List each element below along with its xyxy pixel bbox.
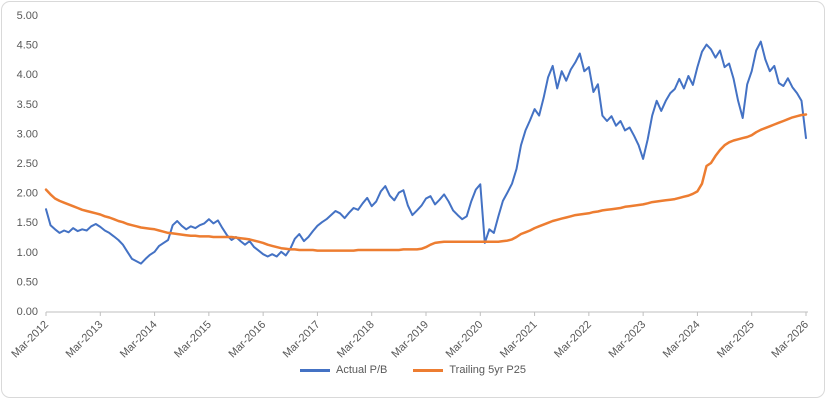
x-axis-tick-label: Mar-2014 bbox=[118, 319, 160, 361]
x-axis-tick-label: Mar-2026 bbox=[769, 319, 811, 361]
x-axis-tick-label: Mar-2019 bbox=[389, 319, 431, 361]
x-axis-tick-label: Mar-2017 bbox=[281, 319, 323, 361]
actual-pb-line bbox=[45, 40, 807, 265]
y-axis-tick-label: 1.50 bbox=[17, 217, 38, 229]
y-axis-tick-label: 2.00 bbox=[17, 188, 38, 200]
legend-line-swatch bbox=[413, 368, 444, 372]
legend-item-actual-pb: Actual P/B bbox=[300, 364, 387, 376]
x-axis-tick-label: Mar-2015 bbox=[172, 319, 214, 361]
y-axis-tick-label: 3.50 bbox=[17, 99, 38, 111]
y-axis-tick-label: 5.00 bbox=[17, 10, 38, 22]
x-axis-tick-label: Mar-2018 bbox=[335, 319, 377, 361]
x-axis-tick-label: Mar-2021 bbox=[498, 319, 540, 361]
y-axis-tick-label: 3.00 bbox=[17, 128, 38, 140]
x-axis-tick-label: Mar-2023 bbox=[606, 319, 648, 361]
legend-label: Actual P/B bbox=[336, 364, 388, 376]
y-axis-tick-label: 0.50 bbox=[17, 276, 38, 288]
legend-label: Trailing 5yr P25 bbox=[449, 364, 526, 376]
y-axis-tick-label: 4.00 bbox=[17, 69, 38, 81]
x-axis-tick-label: Mar-2012 bbox=[9, 319, 51, 361]
x-axis-tick-label: Mar-2016 bbox=[226, 319, 268, 361]
legend-item-trailing-5yr-p25: Trailing 5yr P25 bbox=[413, 364, 526, 376]
x-axis-tick-label: Mar-2022 bbox=[552, 319, 594, 361]
trailing-5yr-p25-line bbox=[44, 113, 808, 252]
y-axis-tick-label: 1.00 bbox=[17, 247, 38, 259]
y-axis-tick-label: 2.50 bbox=[17, 158, 38, 170]
x-axis-tick-label: Mar-2020 bbox=[444, 319, 486, 361]
y-axis-tick-label: 0.00 bbox=[17, 306, 38, 318]
x-axis-tick-label: Mar-2025 bbox=[715, 319, 757, 361]
y-axis-tick-label: 4.50 bbox=[17, 40, 38, 52]
chart-legend: Actual P/B Trailing 5yr P25 bbox=[2, 364, 824, 376]
legend-line-swatch bbox=[300, 368, 330, 372]
x-axis-tick-label: Mar-2024 bbox=[661, 319, 703, 361]
x-axis-tick-label: Mar-2013 bbox=[64, 319, 106, 361]
